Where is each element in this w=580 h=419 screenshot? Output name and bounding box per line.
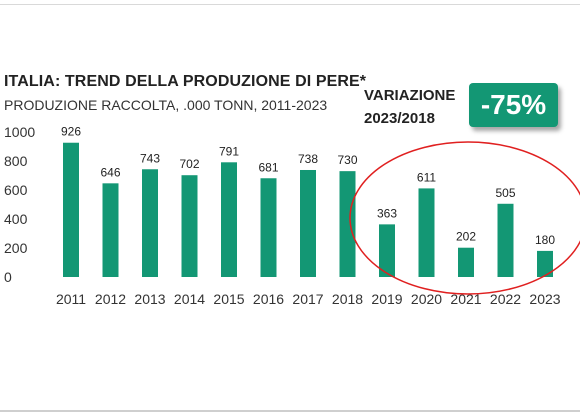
bar: [181, 175, 198, 277]
data-label: 180: [535, 233, 555, 247]
x-tick-label: 2011: [56, 291, 86, 307]
bar: [63, 142, 79, 277]
bar: [142, 169, 158, 277]
bar: [221, 162, 237, 277]
data-label: 791: [219, 144, 239, 158]
data-label: 702: [179, 157, 199, 171]
bottom-border: [0, 410, 580, 412]
y-tick-label: 600: [4, 182, 28, 198]
variation-label-line1: VARIAZIONE: [364, 87, 456, 104]
bar: [379, 224, 395, 277]
y-tick-label: 400: [4, 211, 28, 227]
data-label: 363: [377, 206, 397, 220]
y-tick-label: 800: [4, 153, 28, 169]
data-label: 505: [495, 186, 515, 200]
y-tick-label: 200: [4, 240, 28, 256]
x-tick-label: 2018: [332, 291, 363, 307]
chart-title: ITALIA: TREND DELLA PRODUZIONE DI PERE*: [4, 73, 367, 90]
data-label: 611: [417, 170, 436, 184]
data-label: 730: [337, 153, 357, 167]
bar: [260, 178, 277, 277]
bar: [300, 169, 316, 277]
x-tick-label: 2013: [134, 291, 165, 307]
x-tick-label: 2022: [490, 291, 521, 307]
bar: [537, 250, 553, 277]
bar: [497, 203, 514, 277]
x-tick-label: 2016: [253, 291, 284, 307]
highlight-ellipse: [349, 141, 580, 295]
y-tick-label: 1000: [4, 124, 35, 140]
x-tick-label: 2014: [174, 291, 205, 307]
data-label: 646: [100, 165, 120, 179]
x-tick-label: 2021: [450, 291, 481, 307]
chart-subtitle: PRODUZIONE RACCOLTA, .000 TONN, 2011-202…: [4, 97, 328, 113]
top-border: [0, 4, 580, 5]
data-label: 743: [140, 151, 160, 165]
bar: [102, 183, 119, 277]
data-label: 202: [456, 230, 476, 244]
x-tick-label: 2015: [213, 291, 244, 307]
variation-label-line2: 2023/2018: [364, 110, 435, 127]
data-label: 681: [258, 160, 278, 174]
variation-badge: -75%: [469, 83, 558, 127]
x-tick-label: 2023: [529, 291, 560, 307]
bar: [339, 171, 356, 277]
x-tick-label: 2019: [371, 291, 402, 307]
x-tick-label: 2017: [292, 291, 323, 307]
y-tick-label: 0: [4, 269, 12, 285]
data-label: 738: [298, 152, 318, 166]
x-tick-label: 2020: [411, 291, 442, 307]
variation-label: VARIAZIONE 2023/2018: [364, 84, 455, 130]
bar: [458, 247, 474, 277]
data-label: 926: [61, 125, 81, 139]
bar: [418, 188, 435, 277]
x-tick-label: 2012: [95, 291, 126, 307]
